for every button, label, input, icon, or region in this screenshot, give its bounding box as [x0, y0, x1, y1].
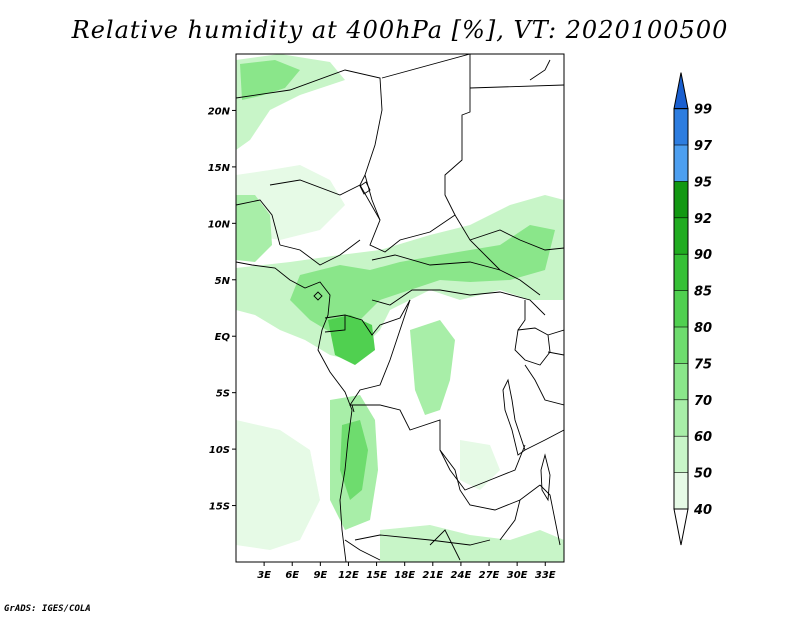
border-east-2: [524, 364, 564, 451]
colorbar-label: 90: [694, 248, 712, 263]
country-borders: [236, 54, 564, 562]
y-tick-label: 20N: [208, 106, 231, 117]
colorbar: 40 50 60 70 75 80 85 90 92 95 97 99: [673, 72, 713, 546]
humidity-patch-band-core: [290, 225, 555, 335]
humidity-patch-south: [380, 525, 564, 562]
border-east-3: [499, 484, 561, 546]
colorbar-label: 60: [694, 430, 712, 445]
humidity-patch-central: [410, 320, 455, 415]
humidity-patch-angola-core: [340, 420, 368, 500]
x-axis: 3E 6E 9E 12E 15E 18E 21E 24E 27E 30E 33E: [257, 562, 556, 581]
colorbar-label: 95: [694, 175, 712, 190]
humidity-field: [236, 54, 564, 562]
colorbar-label: 97: [694, 139, 713, 154]
colorbar-label: 75: [694, 357, 712, 372]
colorbar-label: 92: [694, 212, 712, 227]
colorbar-segment: [674, 363, 688, 400]
x-tick-label: 12E: [338, 570, 359, 581]
map-title: Relative humidity at 400hPa [%], VT: 202…: [71, 16, 729, 44]
x-tick-label: 18E: [394, 570, 415, 581]
colorbar-segment: [674, 145, 688, 182]
border-car: [371, 254, 541, 296]
lake-malawi: [540, 453, 551, 502]
border-angola: [351, 404, 491, 546]
lake-victoria: [514, 327, 551, 366]
colorbar-label: 80: [694, 321, 712, 336]
x-tick-label: 30E: [507, 570, 528, 581]
y-tick-label: 5N: [215, 276, 231, 287]
border-chad-libya: [381, 54, 471, 216]
border-drc-west: [349, 299, 526, 491]
humidity-patch-west-coast: [236, 195, 272, 262]
colorbar-segment: [674, 327, 688, 364]
border-sudan-south: [469, 229, 564, 251]
lake-chad: [359, 181, 371, 195]
y-axis: 20N 15N 10N 5N EQ 5S 10S 15S: [208, 106, 236, 513]
humidity-patch-north-core: [240, 60, 300, 100]
x-tick-label: 27E: [479, 570, 500, 581]
y-tick-label: EQ: [215, 332, 231, 343]
x-tick-label: 15E: [366, 570, 387, 581]
red-sea-coast: [529, 59, 551, 81]
border-namibia: [344, 539, 381, 561]
island-bioko: [313, 291, 323, 301]
border-congo: [324, 299, 411, 336]
border-nigeria-south: [279, 239, 361, 266]
credit-label: GrADS: IGES/COLA: [4, 604, 91, 614]
y-tick-label: 10S: [209, 445, 230, 456]
border-drc-north: [371, 289, 546, 316]
colorbar-segment: [674, 217, 688, 255]
x-tick-label: 3E: [257, 570, 271, 581]
x-tick-label: 24E: [451, 570, 472, 581]
border-botswana: [429, 529, 461, 561]
colorbar-label: 50: [694, 467, 712, 482]
border-north: [236, 69, 383, 221]
humidity-patch-east-center: [460, 440, 500, 490]
colorbar-label: 85: [694, 285, 712, 300]
humidity-patch-gabon: [328, 315, 375, 365]
y-tick-label: 15S: [209, 502, 230, 513]
border-east-1: [517, 300, 564, 356]
colorbar-segment: [674, 290, 688, 327]
border-chad: [359, 174, 501, 271]
colorbar-label: 70: [694, 394, 712, 409]
colorbar-segment: [674, 399, 688, 437]
border-nigeria: [236, 179, 361, 246]
x-tick-label: 33E: [535, 570, 556, 581]
colorbar-segment: [674, 108, 688, 145]
colorbar-segment: [674, 472, 688, 509]
y-tick-label: 5S: [216, 389, 230, 400]
humidity-patch-southwest: [236, 420, 320, 550]
y-tick-label: 10N: [208, 219, 231, 230]
coastline-west: [236, 261, 353, 562]
colorbar-segment: [674, 181, 688, 218]
x-tick-label: 21E: [422, 570, 443, 581]
x-tick-label: 9E: [313, 570, 327, 581]
lake-tanganyika: [502, 378, 526, 456]
colorbar-label: 99: [694, 103, 712, 118]
plot-frame: [235, 53, 565, 563]
colorbar-segment: [674, 254, 688, 291]
border-egypt-sudan: [469, 84, 564, 89]
colorbar-under-triangle: [673, 508, 689, 546]
colorbar-segment: [674, 436, 688, 473]
x-tick-label: 6E: [285, 570, 299, 581]
colorbar-label: 40: [693, 503, 712, 518]
y-tick-label: 15N: [208, 163, 231, 174]
colorbar-over-triangle: [673, 72, 689, 110]
